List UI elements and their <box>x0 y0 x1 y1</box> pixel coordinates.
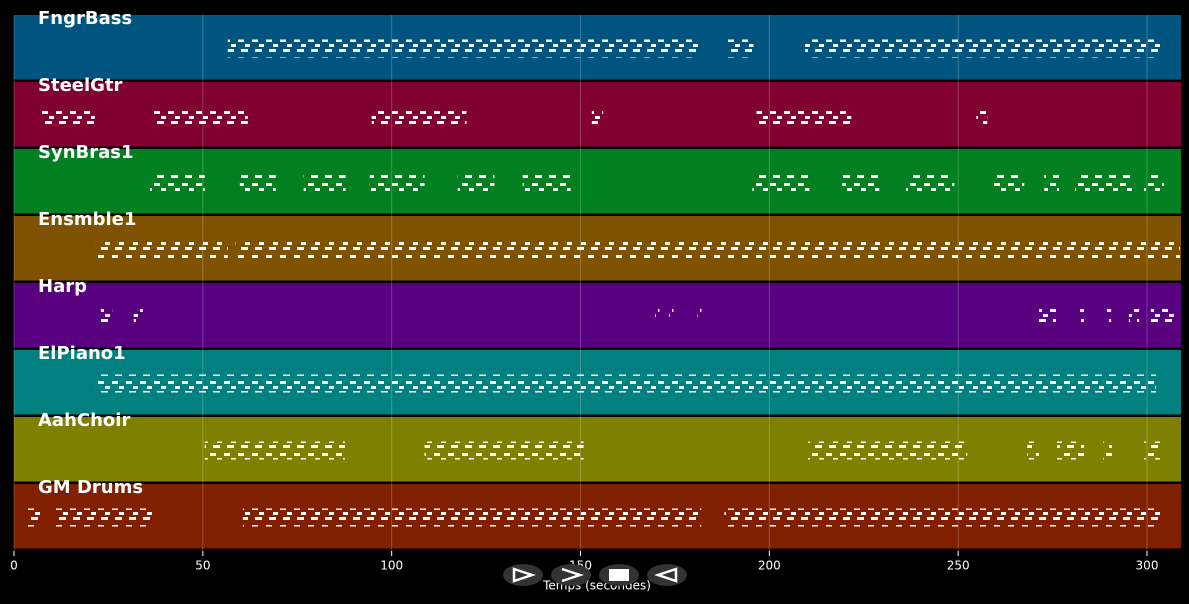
note-phrase <box>1075 173 1135 192</box>
x-tick-label: 0 <box>10 559 18 573</box>
track-name: SteelGtr <box>38 75 123 96</box>
note-phrase <box>752 173 810 192</box>
note-phrase <box>808 441 968 460</box>
note-phrase <box>906 173 955 192</box>
note-phrase <box>242 508 702 527</box>
note-phrase <box>842 173 880 192</box>
note-phrase <box>95 240 228 259</box>
note-phrase <box>457 173 495 192</box>
play-button[interactable] <box>503 564 543 586</box>
note-phrase <box>1038 307 1056 326</box>
note-phrase <box>1027 441 1039 460</box>
track-name: ElPiano1 <box>38 343 126 364</box>
note-phrase <box>1143 441 1161 460</box>
note-phrase <box>591 106 604 125</box>
track-name: SynBras1 <box>38 142 134 163</box>
x-tick-label: 250 <box>947 559 970 573</box>
note-phrase <box>976 106 988 125</box>
player-controls <box>503 564 687 586</box>
note-phrase <box>1128 307 1140 326</box>
note-phrase <box>95 374 1157 393</box>
tracks <box>14 15 1181 549</box>
note-phrase <box>303 173 346 192</box>
x-tick-label: 50 <box>195 559 210 573</box>
note-phrase <box>152 106 248 125</box>
note-phrase <box>54 508 152 527</box>
note-phrase <box>424 441 584 460</box>
note-phrase <box>369 173 425 192</box>
note-phrase <box>697 307 702 326</box>
x-tick-label: 100 <box>380 559 403 573</box>
note-phrase <box>522 173 571 192</box>
note-phrase <box>100 307 113 326</box>
track-background <box>14 417 1181 482</box>
note-phrase <box>149 173 205 192</box>
forward-button[interactable] <box>551 564 591 586</box>
track-background <box>14 149 1181 214</box>
note-phrase <box>805 39 1161 58</box>
note-phrase <box>994 173 1025 192</box>
x-tick-label: 300 <box>1136 559 1159 573</box>
note-phrase <box>204 441 345 460</box>
forward-icon <box>561 567 584 583</box>
track-name: FngrBass <box>38 8 132 29</box>
note-phrase <box>1143 173 1165 192</box>
note-phrase <box>1080 307 1084 326</box>
track-background <box>14 283 1181 348</box>
rewind-button[interactable] <box>647 564 687 586</box>
play-icon <box>512 567 536 583</box>
note-phrase <box>1057 441 1084 460</box>
track-name: AahChoir <box>38 410 130 431</box>
track-name: Ensmble1 <box>38 209 136 230</box>
track-name: Harp <box>38 276 87 297</box>
stop-icon <box>609 569 629 581</box>
track-name: GM Drums <box>38 477 143 498</box>
note-phrase <box>133 307 143 326</box>
grid <box>13 15 1148 556</box>
note-phrase <box>227 39 700 58</box>
note-phrase <box>1106 307 1112 326</box>
note-phrase <box>26 508 41 527</box>
note-phrase <box>1103 441 1112 460</box>
note-phrase <box>41 106 95 125</box>
x-tick-label: 200 <box>758 559 781 573</box>
note-phrase <box>1044 173 1060 192</box>
note-phrase <box>669 307 674 326</box>
note-phrase <box>1150 307 1174 326</box>
rewind-icon <box>654 567 678 583</box>
note-phrase <box>756 106 852 125</box>
note-phrase <box>726 39 754 58</box>
note-phrase <box>235 240 1180 259</box>
note-phrase <box>371 106 467 125</box>
labels: FngrBass SteelGtr SynBras1 Ensmble1 Harp ElPi… <box>10 8 1158 573</box>
note-phrase <box>239 173 276 192</box>
note-phrase <box>655 307 660 326</box>
note-phrase <box>724 508 1161 527</box>
